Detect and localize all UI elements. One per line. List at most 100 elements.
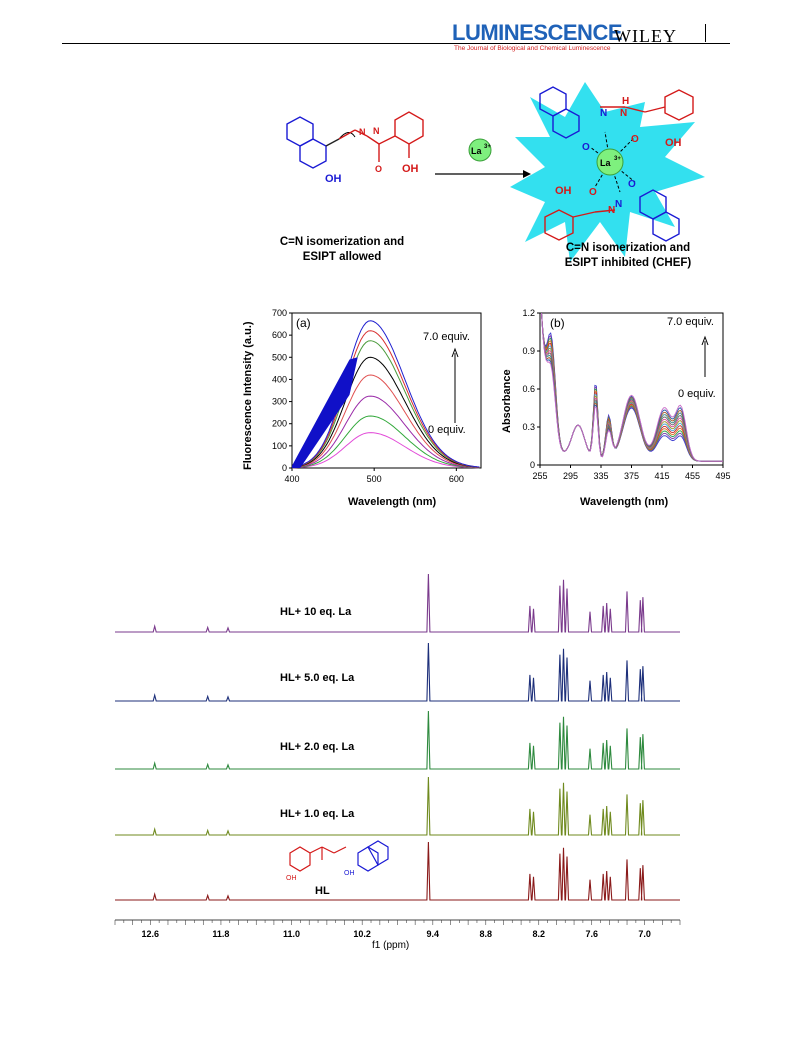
journal-title: LUMINESCENCE (452, 20, 623, 45)
fl-series-line (291, 432, 480, 469)
svg-text:3+: 3+ (614, 156, 621, 162)
svg-text:O: O (589, 187, 597, 198)
nmr-spectrum-trace (115, 841, 680, 901)
svg-text:OH: OH (665, 137, 682, 149)
nmr-label-3: HL+ 2.0 eq. La (280, 741, 355, 753)
abs-y-tick-label: 0 (530, 460, 535, 470)
fl-annotation-bottom: 0 equiv. (428, 424, 466, 436)
svg-text:O: O (375, 164, 382, 174)
abs-x-axis-label: Wavelength (nm) (580, 496, 669, 508)
fl-series-line (291, 395, 480, 468)
abs-x-tick-label: 455 (685, 471, 700, 481)
svg-text:N: N (373, 126, 380, 136)
fl-plot-frame (291, 312, 482, 469)
journal-subtitle: The Journal of Biological and Chemical L… (454, 45, 611, 52)
abs-panel-label: (b) (550, 316, 565, 330)
fl-y-axis-label: Fluorescence Intensity (a.u.) (242, 321, 254, 470)
fl-x-tick-label: 400 (284, 474, 299, 484)
abs-x-tick-label: 335 (593, 471, 608, 481)
svg-text:O: O (628, 179, 636, 190)
fl-annotation-top: 7.0 equiv. (423, 331, 470, 343)
fl-series-line (291, 330, 480, 468)
left-oh-label: OH (325, 173, 342, 185)
abs-x-tick-label: 495 (715, 471, 730, 481)
nmr-x-tick-label: 7.0 (638, 929, 651, 939)
fl-series-line (291, 356, 480, 468)
nmr-x-tick-label: 11.8 (212, 929, 229, 939)
nmr-x-tick-label: 9.4 (427, 929, 440, 939)
abs-y-axis-label: Absorbance (501, 369, 513, 433)
abs-series-line (541, 312, 723, 462)
fl-series-line (291, 374, 480, 468)
svg-text:OH: OH (286, 875, 297, 882)
abs-x-tick-label: 375 (624, 471, 639, 481)
nmr-x-tick-label: 7.6 (585, 929, 598, 939)
nmr-spectrum-trace (115, 642, 680, 702)
nmr-label-hl: HL (315, 885, 330, 897)
svg-text:N: N (600, 108, 607, 119)
nmr-spectrum-trace (115, 710, 680, 770)
fl-panel-label: (a) (296, 316, 311, 330)
svg-text:La: La (471, 146, 482, 156)
svg-text:N: N (359, 127, 366, 137)
svg-text:La: La (600, 158, 611, 168)
left-caption: C=N isomerization and ESIPT allowed (279, 236, 405, 263)
svg-text:OH: OH (555, 185, 572, 197)
fl-excitation-band (292, 357, 358, 468)
abs-annotation-top: 7.0 equiv. (667, 316, 714, 328)
abs-x-tick-label: 255 (532, 471, 547, 481)
svg-text:OH: OH (344, 870, 355, 877)
abs-y-tick-label: 1.2 (522, 308, 535, 318)
page-mark (705, 24, 706, 42)
fl-x-axis-label: Wavelength (nm) (348, 496, 437, 508)
fl-x-tick-label: 600 (449, 474, 464, 484)
nmr-stacked-spectra: 12.6 11.8 11.0 10.2 9.4 8.8 8.2 7.6 7.0 HL+ 10 e… (114, 573, 681, 951)
right-caption: C=N isomerization and ESIPT inhibited (C… (564, 242, 692, 269)
nmr-x-tick-label: 12.6 (142, 929, 160, 939)
fl-y-tick-label: 400 (272, 374, 287, 384)
nmr-spectrum-trace (115, 776, 680, 836)
nmr-x-tick-label: 10.2 (353, 929, 371, 939)
nmr-x-tick-label: 8.2 (532, 929, 545, 939)
fl-y-tick-label: 300 (272, 397, 287, 407)
svg-text:N: N (620, 108, 627, 119)
fl-y-tick-label: 0 (282, 463, 287, 473)
svg-text:O: O (582, 142, 590, 153)
rotation-arrow (338, 132, 356, 140)
fl-series-line (291, 320, 480, 468)
publisher-logo: WILEY (614, 26, 677, 46)
nmr-x-tick-label: 8.8 (480, 929, 493, 939)
abs-annotation-bottom: 0 equiv. (678, 388, 716, 400)
absorbance-chart: Absorbance Wavelength (nm) (b) 7.0 equiv… (501, 308, 731, 508)
abs-y-tick-label: 0.9 (522, 346, 535, 356)
fl-series-line (291, 415, 480, 469)
fl-series-line (291, 340, 480, 468)
ligand-structure (286, 116, 340, 169)
abs-x-tick-label: 415 (654, 471, 669, 481)
nmr-label-1: HL+ 10 eq. La (280, 606, 352, 618)
fl-y-tick-label: 100 (272, 441, 287, 451)
hydrazide-chain (338, 111, 424, 162)
abs-y-tick-label: 0.6 (522, 384, 535, 394)
svg-text:O: O (631, 134, 639, 145)
reaction-scheme: OH N N O OH La 3+ (286, 82, 705, 262)
fl-y-tick-label: 200 (272, 419, 287, 429)
fl-y-tick-label: 700 (272, 308, 287, 318)
abs-y-tick-label: 0.3 (522, 422, 535, 432)
hl-structure-icon (289, 840, 389, 872)
fl-y-tick-label: 500 (272, 352, 287, 362)
nmr-x-tick-label: 11.0 (283, 929, 300, 939)
metal-ion-reagent (468, 138, 492, 162)
svg-text:OH: OH (402, 163, 419, 175)
header-rule (62, 43, 730, 44)
svg-text:H: H (622, 96, 629, 107)
abs-x-tick-label: 295 (563, 471, 578, 481)
svg-text:N: N (608, 205, 615, 216)
nmr-spectrum-trace (115, 573, 680, 633)
fluorescence-chart: Fluorescence Intensity (a.u.) Wavelength… (242, 308, 482, 508)
svg-text:3+: 3+ (484, 144, 491, 150)
nmr-label-2: HL+ 5.0 eq. La (280, 672, 355, 684)
fl-x-tick-label: 500 (367, 474, 382, 484)
complex-structure (539, 86, 680, 242)
nmr-x-axis-label: f1 (ppm) (372, 940, 409, 951)
